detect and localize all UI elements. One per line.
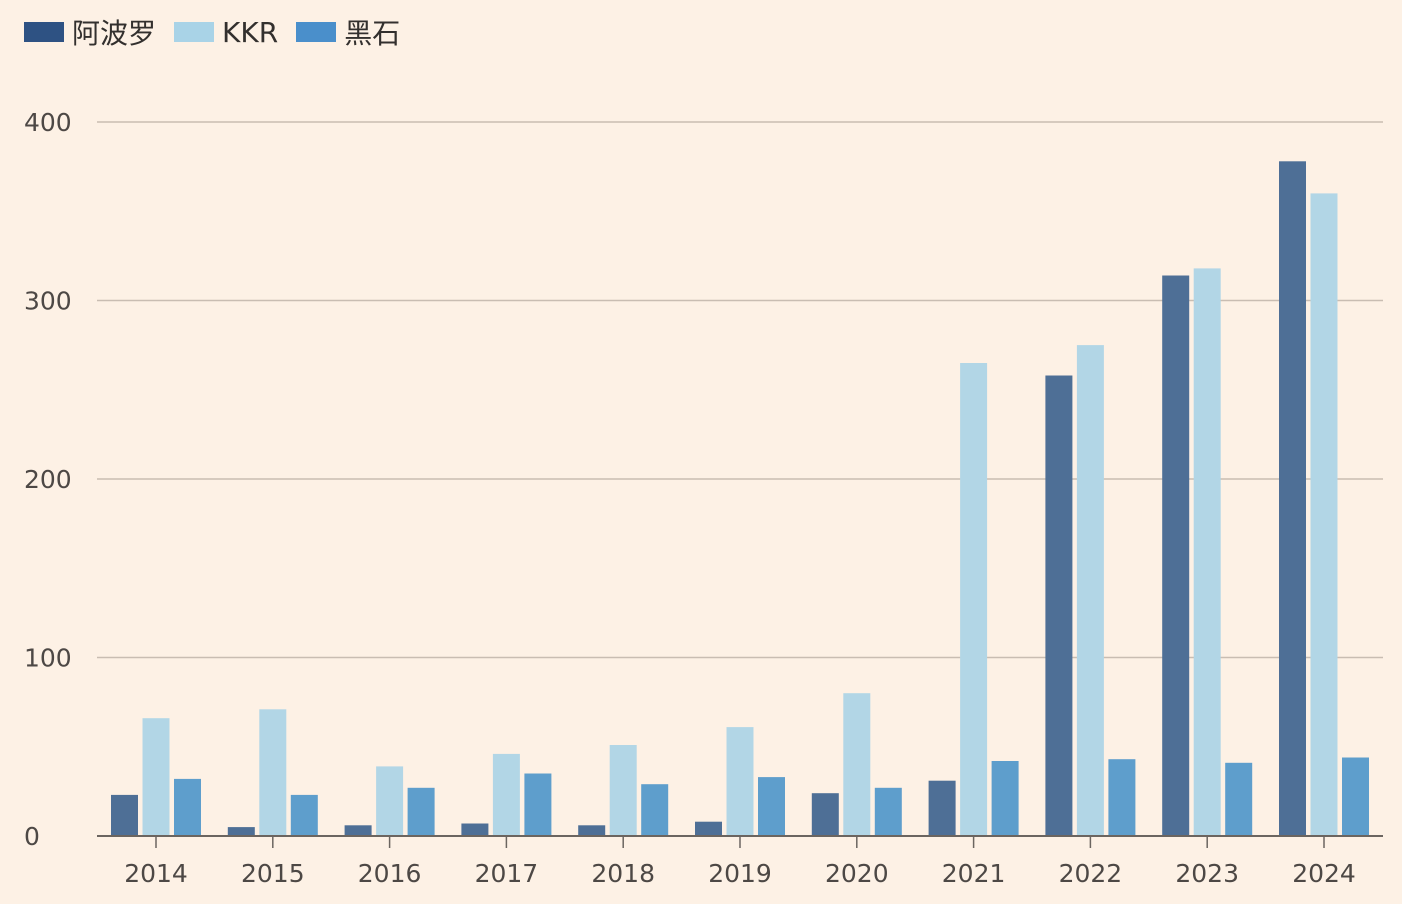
bar-0-2018: [578, 825, 606, 836]
bar-0-2020: [811, 793, 839, 836]
legend-label-kkr: KKR: [222, 15, 279, 49]
bar-2-2015: [290, 794, 318, 836]
x-tick-label-2018: 2018: [591, 859, 655, 888]
legend-item-kkr: KKR: [174, 16, 278, 49]
legend-swatch-apollo: [24, 22, 64, 42]
x-tick-label-2021: 2021: [942, 859, 1006, 888]
bar-0-2023: [1162, 275, 1190, 836]
bar-0-2014: [111, 794, 138, 836]
bar-0-2024: [1279, 161, 1306, 837]
bar-0-2019: [695, 821, 722, 836]
bar-2-2016: [407, 787, 435, 836]
legend: 阿波罗 KKR 黑石: [24, 12, 400, 52]
bar-2-2023: [1225, 762, 1253, 836]
x-tick-label-2016: 2016: [358, 859, 422, 888]
x-tick-label-2014: 2014: [124, 859, 188, 888]
bar-1-2018: [609, 745, 637, 836]
x-tick-label-2015: 2015: [241, 859, 305, 888]
y-tick-label-400: 400: [24, 108, 72, 137]
legend-label-blackstone: 黑石: [344, 17, 401, 50]
bar-1-2021: [960, 363, 988, 836]
x-tick-label-2020: 2020: [825, 859, 889, 888]
bar-1-2024: [1310, 193, 1338, 836]
legend-item-blackstone: 黑石: [296, 12, 400, 52]
bar-2-2020: [874, 787, 902, 836]
bar-2-2014: [174, 778, 201, 836]
legend-swatch-kkr: [174, 22, 215, 42]
bar-0-2015: [227, 827, 255, 836]
x-tick-label-2024: 2024: [1292, 859, 1356, 888]
bar-1-2016: [376, 766, 404, 836]
bar-1-2015: [259, 709, 287, 836]
bar-2-2017: [524, 773, 552, 836]
bar-1-2019: [726, 727, 754, 836]
x-tick-label-2019: 2019: [708, 859, 772, 888]
bar-0-2016: [344, 825, 372, 836]
bar-2-2018: [641, 784, 669, 836]
bar-0-2022: [1045, 375, 1073, 836]
bar-1-2014: [142, 718, 170, 836]
bar-1-2017: [492, 753, 520, 836]
y-tick-label-0: 0: [24, 822, 40, 851]
bar-1-2022: [1076, 345, 1104, 836]
bar-0-2017: [461, 823, 489, 836]
legend-swatch-blackstone: [296, 22, 337, 42]
legend-label-apollo: 阿波罗: [72, 17, 157, 50]
bar-2-2019: [758, 777, 785, 836]
y-tick-label-200: 200: [24, 465, 72, 494]
bar-2-2021: [991, 761, 1019, 836]
y-tick-label-100: 100: [24, 644, 72, 673]
bar-1-2023: [1193, 268, 1221, 836]
y-tick-label-300: 300: [24, 287, 72, 316]
legend-item-apollo: 阿波罗: [24, 12, 156, 52]
bar-2-2022: [1108, 759, 1136, 836]
bar-2-2024: [1342, 757, 1369, 836]
x-tick-label-2023: 2023: [1175, 859, 1239, 888]
bar-1-2020: [843, 693, 871, 836]
x-tick-label-2017: 2017: [475, 859, 539, 888]
bar-0-2021: [928, 780, 956, 836]
x-tick-label-2022: 2022: [1059, 859, 1123, 888]
